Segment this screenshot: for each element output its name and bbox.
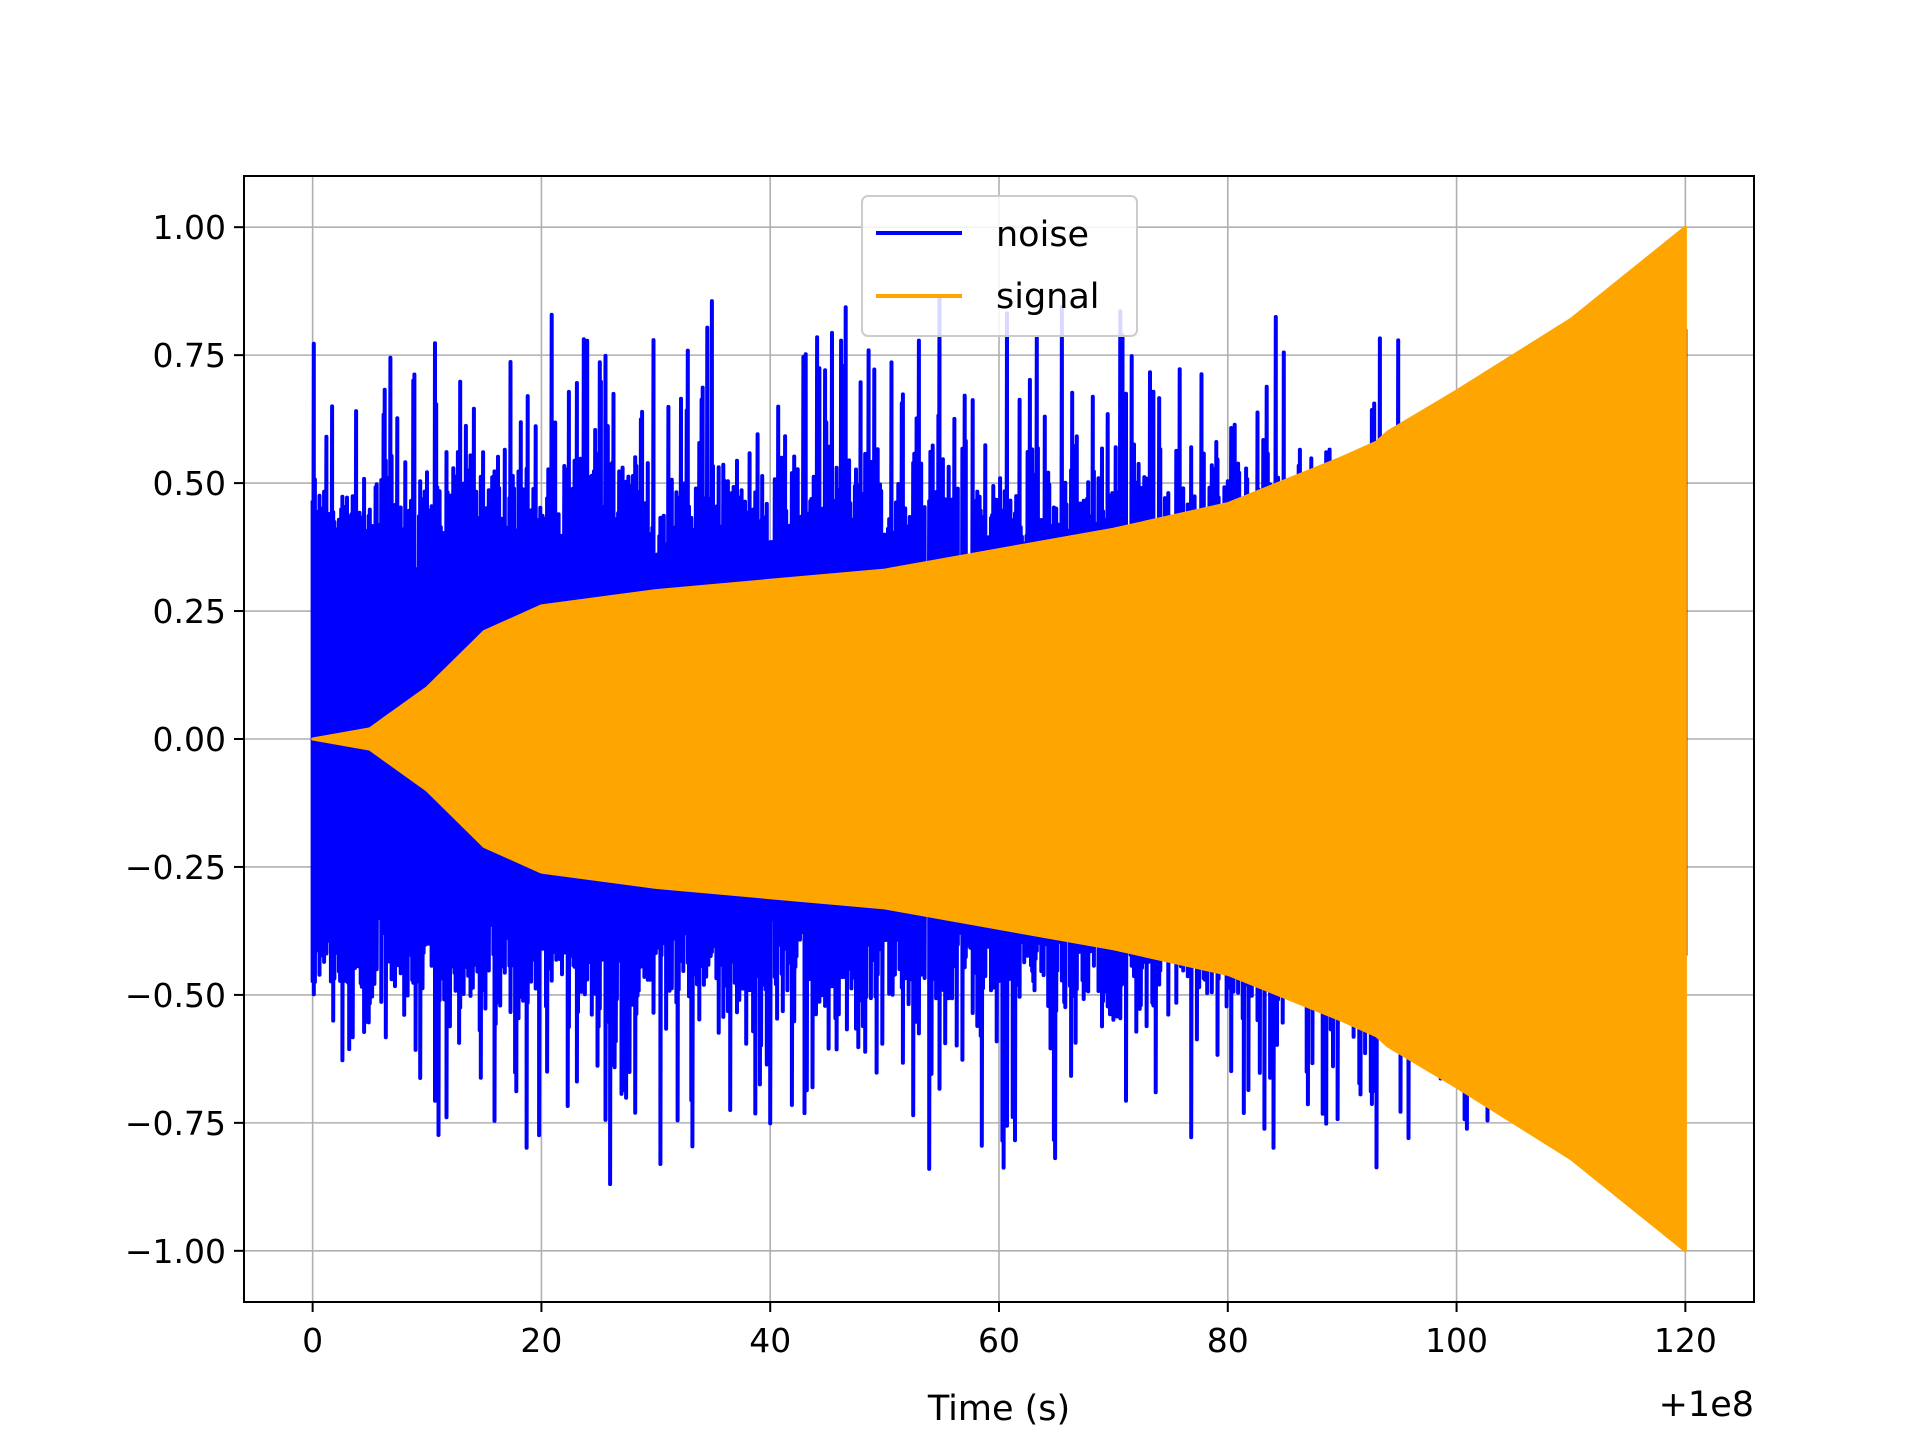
y-tick-label: −0.75 xyxy=(125,1104,226,1143)
y-tick-label: 0.25 xyxy=(153,592,226,631)
y-tick-label: 0.50 xyxy=(153,464,226,503)
y-tick-label: −0.25 xyxy=(125,848,226,887)
x-tick-label: 40 xyxy=(749,1321,791,1360)
signal-series-band xyxy=(311,225,1687,1253)
legend-label-noise: noise xyxy=(996,215,1089,255)
y-tick-label: 0.00 xyxy=(153,720,226,759)
y-axis: −1.00 −0.75 −0.50 −0.25 0.00 0.25 0.50 0.75 1.00 xyxy=(125,208,244,1271)
y-tick-label: −0.50 xyxy=(125,976,226,1015)
x-tick-label: 100 xyxy=(1425,1321,1488,1360)
x-tick-label: 20 xyxy=(520,1321,562,1360)
y-tick-label: −1.00 xyxy=(125,1232,226,1271)
y-tick-label: 1.00 xyxy=(153,208,226,247)
x-axis-label: Time (s) xyxy=(927,1389,1070,1429)
x-tick-label: 120 xyxy=(1654,1321,1717,1360)
x-tick-label: 60 xyxy=(978,1321,1020,1360)
plot-area xyxy=(310,225,1688,1253)
y-tick-label: 0.75 xyxy=(153,336,226,375)
x-tick-label: 0 xyxy=(302,1321,323,1360)
legend-label-signal: signal xyxy=(996,277,1100,317)
x-axis: 0 20 40 60 80 100 120 xyxy=(302,1302,1717,1360)
legend: noise signal xyxy=(861,195,1138,337)
x-axis-offset-label: +1e8 xyxy=(1659,1385,1754,1425)
x-tick-label: 80 xyxy=(1207,1321,1249,1360)
